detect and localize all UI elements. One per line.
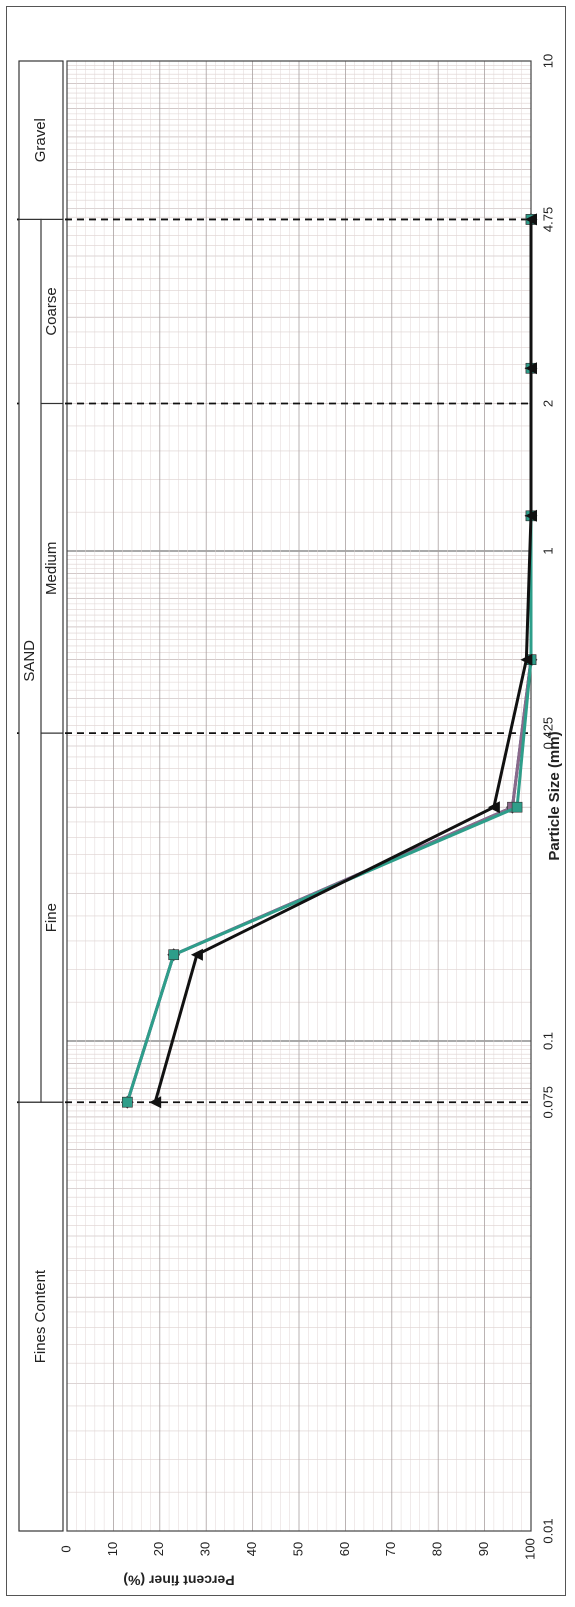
x-tick-label: 0.075 bbox=[540, 1086, 555, 1119]
y-tick-label: 80 bbox=[430, 1542, 445, 1556]
data-point bbox=[487, 801, 500, 814]
data-point bbox=[190, 948, 203, 961]
y-tick-label: 30 bbox=[198, 1542, 213, 1556]
y-axis-label: Percent finer (%) bbox=[123, 1572, 234, 1588]
series-line bbox=[153, 219, 533, 1103]
data-point bbox=[525, 509, 537, 522]
zone-label: Medium bbox=[43, 542, 60, 595]
zone-label: Gravel bbox=[32, 118, 49, 162]
zone-label: Coarse bbox=[43, 287, 60, 335]
group-label: SAND bbox=[21, 640, 38, 682]
series-group bbox=[120, 212, 538, 1109]
y-tick-label: 50 bbox=[290, 1542, 305, 1556]
plot-border bbox=[66, 60, 532, 1532]
zone-boundaries bbox=[17, 218, 531, 1104]
x-tick-label: 10 bbox=[540, 54, 555, 68]
data-point bbox=[168, 949, 180, 961]
data-point bbox=[520, 653, 533, 666]
data-point bbox=[511, 801, 523, 813]
x-axis-label: Particle Size (mm) bbox=[546, 731, 563, 860]
zone-label: Fines Content bbox=[32, 1269, 49, 1363]
data-point bbox=[525, 362, 537, 375]
x-tick-label: 4.75 bbox=[540, 207, 555, 232]
grid bbox=[66, 60, 532, 1532]
x-tick-label: 0.01 bbox=[540, 1518, 555, 1543]
y-tick-label: 20 bbox=[151, 1542, 166, 1556]
classification-header: Fines Content Fine Medium Coarse Gravel SAND bbox=[18, 60, 64, 1532]
x-tick-label: 0.425 bbox=[540, 717, 555, 750]
x-tick-label: 0.1 bbox=[540, 1032, 555, 1050]
y-tick-label: 0 bbox=[58, 1545, 73, 1552]
x-tick-label: 2 bbox=[540, 400, 555, 407]
y-tick-label: 90 bbox=[476, 1542, 491, 1556]
group-cell bbox=[18, 218, 42, 1103]
y-tick-label: 40 bbox=[244, 1542, 259, 1556]
data-point bbox=[525, 213, 537, 226]
y-tick-label: 10 bbox=[105, 1542, 120, 1556]
y-tick-label: 60 bbox=[337, 1542, 352, 1556]
grain-size-chart: Fines ContentFineMediumCoarseGravelSAND … bbox=[17, 54, 563, 1588]
chart-frame: Fines Content Fine Medium Coarse Gravel SAND … bbox=[6, 6, 566, 1596]
y-tick-label: 100 bbox=[522, 1538, 537, 1560]
x-tick-label: 1 bbox=[540, 547, 555, 554]
y-tick-label: 70 bbox=[383, 1542, 398, 1556]
data-point bbox=[122, 1096, 133, 1108]
zone-label: Fine bbox=[43, 903, 60, 932]
data-point bbox=[149, 1096, 162, 1109]
